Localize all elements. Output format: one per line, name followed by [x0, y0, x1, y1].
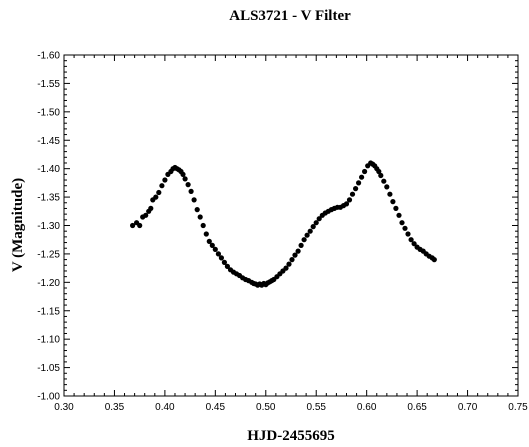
- data-point: [200, 222, 206, 229]
- data-point: [381, 178, 387, 184]
- data-point: [295, 248, 301, 254]
- data-point: [316, 216, 322, 222]
- data-point: [307, 228, 313, 234]
- data-point: [283, 265, 289, 271]
- x-tick-label: 0.50: [256, 402, 276, 413]
- data-point: [206, 238, 212, 244]
- data-point: [313, 220, 319, 226]
- y-tick-label: -1.15: [37, 306, 60, 317]
- data-point: [362, 168, 368, 175]
- x-tick-label: 0.40: [155, 402, 175, 413]
- data-point: [390, 199, 396, 205]
- x-tick-label: 0.35: [105, 402, 125, 413]
- data-point: [148, 205, 154, 211]
- data-point: [405, 231, 411, 237]
- data-point: [343, 201, 350, 207]
- data-point: [212, 246, 218, 252]
- data-point: [215, 251, 221, 257]
- data-point: [384, 184, 390, 190]
- y-tick-label: -1.50: [37, 107, 60, 118]
- y-tick-label: -1.25: [37, 249, 60, 260]
- x-tick-label: 0.75: [508, 402, 528, 413]
- data-point: [188, 188, 194, 194]
- y-tick-label: -1.20: [37, 278, 60, 289]
- y-axis-label: V (Magnitude): [10, 178, 26, 272]
- data-point: [182, 176, 188, 182]
- y-tick-label: -1.00: [37, 392, 60, 403]
- data-point: [156, 189, 162, 196]
- data-point: [292, 252, 298, 258]
- data-point: [393, 205, 399, 211]
- data-point: [356, 180, 362, 186]
- data-point: [396, 212, 402, 218]
- data-point: [378, 172, 384, 179]
- x-axis: 0.30 0.35 0.40 0.45 0.50 0.55 0.60 0.65 0.70 0.75: [54, 55, 528, 413]
- data-point: [346, 197, 353, 203]
- x-tick-label: 0.60: [357, 402, 377, 413]
- data-point: [159, 183, 165, 189]
- data-point: [143, 212, 149, 218]
- data-point: [359, 174, 365, 180]
- data-point: [376, 168, 382, 175]
- y-tick-label: -1.30: [37, 221, 60, 232]
- data-point: [411, 241, 417, 247]
- data-points: [130, 160, 437, 288]
- y-axis: -1.60 -1.55 -1.50 -1.45 -1.40 -1.35 -1.30 -1.25…: [37, 51, 518, 403]
- data-point: [408, 237, 414, 243]
- data-point: [353, 186, 359, 192]
- data-point: [162, 177, 168, 183]
- y-tick-label: -1.60: [37, 51, 60, 62]
- data-point: [203, 231, 209, 237]
- data-point: [301, 237, 307, 243]
- data-point: [194, 207, 200, 213]
- data-point: [221, 259, 227, 265]
- data-point: [387, 191, 393, 197]
- x-axis-label: HJD-2455695: [247, 428, 335, 444]
- data-point: [153, 194, 159, 200]
- data-point: [130, 222, 136, 229]
- y-tick-label: -1.55: [37, 79, 60, 90]
- data-point: [224, 263, 230, 269]
- data-point: [298, 242, 304, 248]
- data-point: [402, 225, 408, 231]
- data-point: [304, 232, 310, 238]
- x-tick-label: 0.65: [407, 402, 427, 413]
- x-tick-label: 0.55: [306, 402, 326, 413]
- data-point: [209, 242, 215, 248]
- data-point: [349, 191, 356, 197]
- x-tick-label: 0.70: [458, 402, 478, 413]
- y-tick-label: -1.45: [37, 136, 60, 147]
- data-point: [310, 224, 316, 230]
- x-tick-label: 0.30: [54, 402, 74, 413]
- data-point: [286, 261, 292, 267]
- data-point: [431, 257, 437, 263]
- chart-title: ALS3721 - V Filter: [229, 8, 351, 24]
- data-point: [218, 255, 224, 261]
- y-tick-label: -1.35: [37, 193, 60, 204]
- data-point: [289, 257, 295, 263]
- data-point: [197, 214, 203, 220]
- data-point: [191, 197, 197, 203]
- y-tick-label: -1.40: [37, 164, 60, 175]
- y-tick-label: -1.05: [37, 363, 60, 374]
- data-point: [399, 220, 405, 226]
- y-tick-label: -1.10: [37, 335, 60, 346]
- x-tick-label: 0.45: [206, 402, 226, 413]
- data-point: [137, 222, 143, 229]
- data-point: [185, 182, 191, 188]
- data-point: [180, 171, 186, 177]
